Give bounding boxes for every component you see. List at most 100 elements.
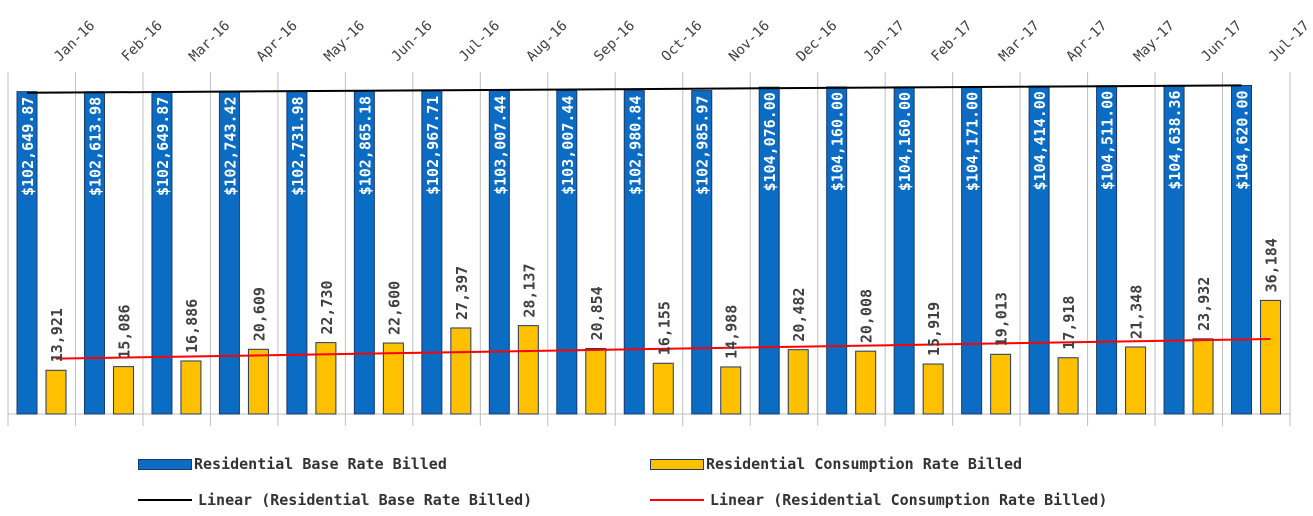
x-axis [7, 72, 1291, 426]
legend-swatch-base [138, 458, 192, 470]
bar-consumption-rate [450, 327, 472, 415]
data-label-base-rate: $102,980.84 [626, 96, 644, 195]
data-label-base-rate: $102,743.42 [221, 96, 239, 195]
x-tick-label: Oct-16 [659, 18, 706, 65]
x-tick-label: Mar-16 [186, 18, 233, 65]
bars [16, 84, 1282, 415]
bar-consumption-rate [1057, 357, 1079, 415]
bar-base-rate [556, 90, 578, 415]
trendlines [26, 84, 1271, 360]
data-label-base-rate: $104,414.00 [1031, 91, 1049, 190]
x-tick-label: Jan-16 [51, 18, 98, 65]
bar-consumption-rate [45, 369, 67, 415]
legend-item-base-trend: Linear (Residential Base Rate Billed) [138, 488, 532, 512]
trendline-base-rate [26, 84, 1242, 94]
bar-consumption-rate [112, 366, 134, 415]
data-label-base-rate: $104,620.00 [1234, 90, 1252, 189]
bar-consumption-rate [720, 366, 742, 415]
trendline-consumption-rate [55, 338, 1271, 360]
bar-consumption-rate [652, 362, 674, 415]
data-label-consumption-rate: 20,008 [858, 289, 876, 343]
legend: Residential Base Rate Billed Residential… [0, 446, 1313, 516]
bar-base-rate [758, 86, 780, 415]
data-label-base-rate: $104,511.00 [1099, 91, 1117, 190]
x-tick-label: Jan-17 [861, 18, 908, 65]
bar-base-rate [623, 90, 645, 415]
data-label-consumption-rate: 21,348 [1128, 285, 1146, 339]
x-tick-label: Jul-16 [456, 18, 503, 65]
x-tick-label: May-17 [1131, 18, 1178, 65]
x-tick-label: Mar-17 [996, 18, 1043, 65]
legend-swatch-consumption [650, 458, 704, 470]
bar-consumption-rate [1192, 338, 1214, 415]
data-label-consumption-rate: 23,932 [1195, 277, 1213, 331]
bar-consumption-rate [382, 342, 404, 415]
data-label-consumption-rate: 17,918 [1060, 296, 1078, 350]
data-label-base-rate: $102,649.87 [19, 97, 37, 196]
x-tick-label: Sep-16 [591, 18, 638, 65]
data-label-base-rate: $102,967.71 [424, 96, 442, 195]
data-label-base-rate: $104,076.00 [761, 92, 779, 191]
bar-consumption-rate [855, 350, 877, 415]
legend-label-base: Residential Base Rate Billed [194, 455, 447, 473]
x-tick-label: Aug-16 [524, 18, 571, 65]
bar-consumption-rate [247, 348, 269, 415]
data-label-base-rate: $102,865.18 [356, 96, 374, 195]
legend-line-consumption-trend [650, 499, 704, 501]
data-label-consumption-rate: 14,988 [723, 305, 741, 359]
data-label-base-rate: $102,731.98 [289, 96, 307, 195]
x-tick-label: Feb-17 [928, 18, 975, 65]
bar-consumption-rate [585, 348, 607, 415]
legend-label-consumption-trend: Linear (Residential Consumption Rate Bil… [710, 491, 1108, 509]
data-label-base-rate: $104,171.00 [964, 92, 982, 191]
data-label-consumption-rate: 22,600 [385, 281, 403, 335]
data-label-consumption-rate: 20,854 [588, 286, 606, 340]
data-label-consumption-rate: 20,482 [790, 287, 808, 341]
x-tick-label: May-16 [321, 18, 368, 65]
x-tick-label: Feb-16 [119, 18, 166, 65]
x-tick-label: Nov-16 [726, 18, 773, 65]
data-label-consumption-rate: 36,184 [1263, 238, 1281, 292]
bar-consumption-rate [517, 325, 539, 415]
x-tick-label: Jun-17 [1198, 18, 1245, 65]
legend-label-base-trend: Linear (Residential Base Rate Billed) [198, 491, 533, 509]
data-label-consumption-rate: 15,086 [115, 304, 133, 358]
data-label-base-rate: $102,985.97 [694, 96, 712, 195]
data-label-consumption-rate: 16,155 [655, 301, 673, 355]
x-tick-label: Apr-16 [254, 18, 301, 65]
data-label-consumption-rate: 16,886 [183, 299, 201, 353]
bar-consumption-rate [922, 363, 944, 415]
data-label-base-rate: $102,613.98 [86, 97, 104, 196]
bar-base-rate [16, 91, 38, 415]
legend-item-consumption: Residential Consumption Rate Billed [650, 452, 1022, 476]
data-label-consumption-rate: 28,137 [520, 263, 538, 317]
x-tick-label: Jul-17 [1266, 18, 1313, 65]
x-tick-label: Jun-16 [389, 18, 436, 65]
legend-item-consumption-trend: Linear (Residential Consumption Rate Bil… [650, 488, 1107, 512]
data-label-consumption-rate: 19,013 [993, 292, 1011, 346]
data-label-base-rate: $102,649.87 [154, 97, 172, 196]
data-label-consumption-rate: 27,397 [453, 266, 471, 320]
data-label-base-rate: $103,007.44 [559, 96, 577, 195]
legend-line-base-trend [138, 499, 192, 501]
x-tick-label: Apr-17 [1063, 18, 1110, 65]
data-label-consumption-rate: 13,921 [48, 308, 66, 362]
chart-svg: $102,649.87 13,921 $102,613.98 15,086 $102,6… [7, 18, 1313, 426]
data-label-base-rate: $103,007.44 [491, 96, 509, 195]
data-label-consumption-rate: 22,730 [318, 280, 336, 334]
x-tick-labels: Jan-16 Feb-16 Mar-16 Apr-16 May-16 Jun-16 Jul-… [51, 18, 1313, 65]
data-label-base-rate: $104,638.36 [1166, 90, 1184, 189]
bar-consumption-rate [315, 342, 337, 415]
bar-consumption-rate [787, 349, 809, 415]
x-tick-label: Dec-16 [793, 18, 840, 65]
bar-consumption-rate [1125, 346, 1147, 415]
bar-consumption-rate [180, 360, 202, 415]
data-label-consumption-rate: 15,919 [925, 302, 943, 356]
data-label-consumption-rate: 20,609 [250, 287, 268, 341]
bar-consumption-rate [1260, 299, 1282, 415]
legend-item-base: Residential Base Rate Billed [138, 452, 447, 476]
bar-base-rate [691, 90, 713, 415]
data-label-base-rate: $104,160.00 [829, 92, 847, 191]
data-labels: $102,649.87 13,921 $102,613.98 15,086 $102,6… [19, 90, 1281, 362]
